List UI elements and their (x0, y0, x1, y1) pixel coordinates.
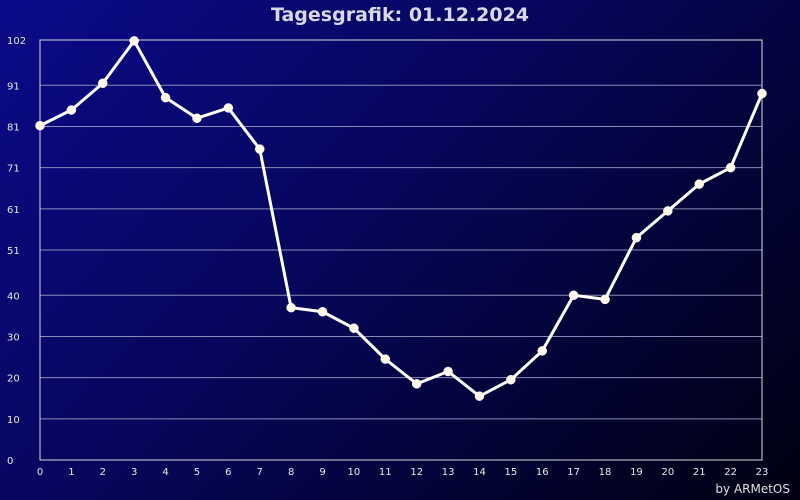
y-tick-label: 102 (7, 36, 26, 47)
x-tick-label: 8 (288, 467, 294, 478)
data-point (506, 374, 516, 385)
data-point (66, 105, 77, 115)
series-layer (35, 36, 767, 401)
x-axis-tick-labels: 0 1 2 3 4 5 6 7 8 9 10 11 12 13 14 15 16 17 18 19 20 21 22 23 (37, 467, 769, 478)
x-tick-label: 22 (724, 467, 737, 478)
data-point (380, 354, 391, 364)
x-tick-label: 12 (410, 467, 423, 478)
data-point (694, 179, 704, 189)
data-point (631, 232, 642, 243)
x-tick-label: 16 (536, 467, 549, 478)
x-tick-label: 9 (319, 467, 325, 478)
x-tick-label: 10 (348, 467, 361, 478)
x-tick-label: 0 (37, 467, 43, 478)
x-tick-label: 3 (131, 467, 137, 478)
x-tick-label: 19 (630, 467, 643, 478)
y-axis-tick-labels: 0 10 20 30 40 51 61 71 81 91 102 (7, 36, 26, 467)
x-tick-label: 5 (194, 467, 200, 478)
x-tick-label: 11 (379, 467, 392, 478)
data-point (411, 379, 422, 389)
x-tick-label: 18 (599, 467, 612, 478)
data-point (474, 391, 485, 401)
x-tick-label: 14 (473, 467, 486, 478)
x-tick-label: 15 (505, 467, 518, 478)
y-tick-label: 40 (7, 291, 20, 302)
data-point (725, 162, 736, 173)
data-point (349, 323, 359, 333)
x-tick-label: 4 (162, 467, 168, 478)
credit-text: by ARMetOS (715, 482, 790, 496)
data-point (223, 103, 234, 113)
y-tick-label: 30 (7, 332, 20, 343)
x-tick-label: 6 (225, 467, 231, 478)
series-line (39, 39, 764, 398)
data-point (443, 366, 453, 377)
y-tick-label: 81 (7, 122, 20, 133)
grid-lines (40, 84, 762, 420)
x-tick-label: 1 (68, 467, 74, 478)
data-point (35, 120, 45, 131)
data-point (757, 88, 767, 99)
plot-frame (39, 39, 763, 461)
data-point (537, 346, 548, 356)
x-tick-label: 7 (257, 467, 263, 478)
y-tick-label: 0 (7, 456, 13, 467)
data-point (286, 302, 296, 313)
y-tick-label: 91 (7, 81, 20, 92)
x-tick-label: 17 (567, 467, 580, 478)
data-point (192, 113, 202, 123)
data-point (254, 144, 265, 154)
x-tick-label: 21 (693, 467, 706, 478)
y-tick-label: 51 (7, 246, 20, 257)
chart-title: Tagesgrafik: 01.12.2024 (270, 4, 530, 26)
data-point (160, 92, 171, 103)
x-tick-label: 20 (661, 467, 674, 478)
data-point (568, 290, 579, 301)
y-tick-label: 71 (7, 164, 20, 175)
data-point (663, 206, 673, 216)
data-point (317, 307, 328, 317)
x-tick-label: 2 (100, 467, 106, 478)
x-tick-label: 13 (442, 467, 455, 478)
y-tick-label: 10 (7, 415, 20, 426)
y-tick-label: 20 (7, 374, 20, 385)
data-point (129, 36, 139, 46)
x-tick-label: 23 (756, 467, 769, 478)
data-point (98, 78, 108, 88)
y-tick-label: 61 (7, 205, 20, 216)
data-point (600, 294, 610, 305)
